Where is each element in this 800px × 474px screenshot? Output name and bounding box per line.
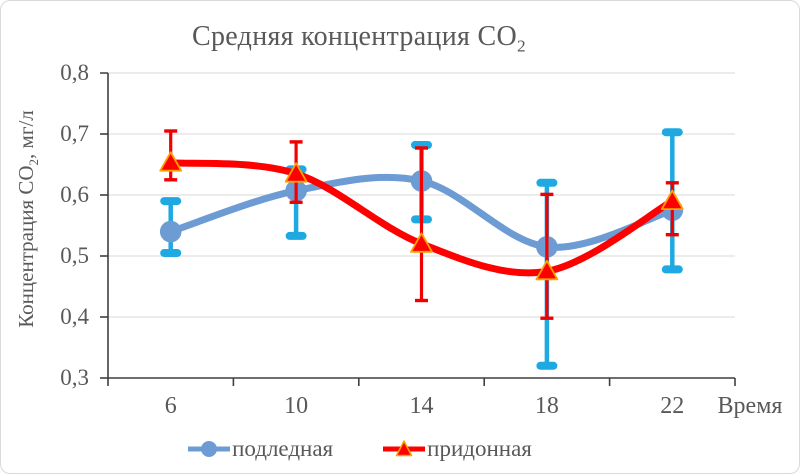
legend-label: придонная <box>427 436 532 461</box>
legend-circle <box>201 441 218 457</box>
series-1-error-cap <box>415 146 428 150</box>
series-0-error-cap <box>661 128 683 137</box>
legend-triangle-marker-icon <box>383 440 426 457</box>
y-tick-label: 0,7 <box>60 121 89 146</box>
x-tick-label: 10 <box>284 393 309 419</box>
y-tick-label: 0,5 <box>60 243 89 268</box>
legend: подледная придонная <box>1 436 799 462</box>
series-1-triangle-marker <box>535 259 559 281</box>
series-1-error-cap <box>665 233 679 237</box>
chart-title-subscript: 2 <box>516 36 526 56</box>
series-1-error-cap <box>164 129 178 133</box>
chart-title-text: Средняя концентрация CO <box>192 21 517 52</box>
legend-triangle <box>395 440 413 457</box>
y-axis-title-subscript: 2 <box>26 158 42 166</box>
x-tick-label: 18 <box>534 393 559 419</box>
series-1-error-cap <box>164 178 178 182</box>
series-0-error-cap <box>160 249 182 257</box>
series-0-circle-marker <box>159 220 182 243</box>
y-tick-label: 0,8 <box>60 60 89 85</box>
series-0-error-cap <box>160 197 182 206</box>
legend-circle-marker-icon <box>188 441 231 457</box>
x-tick-label: 6 <box>164 393 177 419</box>
series-1-error-cap <box>665 181 679 185</box>
x-tick-label: 14 <box>409 393 434 419</box>
x-tick-label: 22 <box>660 393 685 419</box>
legend-label: подледная <box>232 436 334 461</box>
legend-item-0: подледная <box>188 436 333 462</box>
series-1-error-cap <box>540 316 554 320</box>
series-0-error-cap <box>536 361 558 370</box>
series-1-error-cap <box>540 192 554 197</box>
series-1-triangle-marker <box>284 162 308 183</box>
series-1-error-cap <box>289 140 303 144</box>
series-1-triangle-marker <box>660 189 684 211</box>
series-1-triangle-marker <box>159 151 183 172</box>
series-1-triangle-marker <box>410 232 433 253</box>
series-1-error-cap <box>415 298 428 303</box>
y-tick-label: 0,4 <box>60 304 89 329</box>
x-axis-title: Время <box>717 393 783 419</box>
y-tick-label: 0,3 <box>60 365 89 390</box>
y-tick-label: 0,6 <box>60 182 89 207</box>
series-1-error-cap <box>289 200 303 204</box>
series-0-error-cap <box>285 231 307 240</box>
series-0-error-cap <box>661 265 683 274</box>
legend-item-1: придонная <box>383 436 532 462</box>
series-0-error-cap <box>536 178 558 187</box>
series-1 <box>159 129 684 320</box>
chart-title: Средняя концентрация CO2 <box>1 21 717 57</box>
